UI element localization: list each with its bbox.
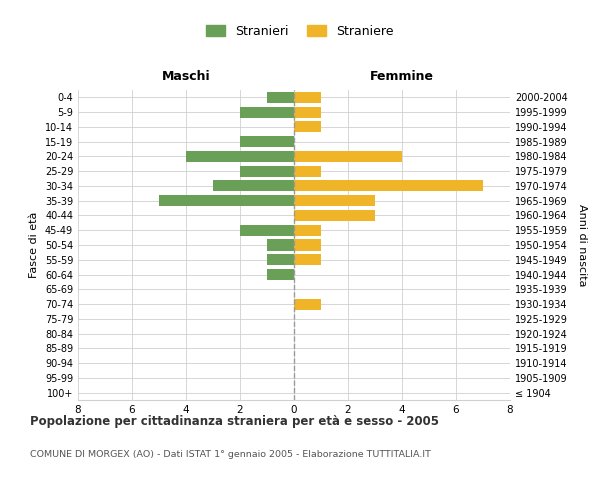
Bar	[294, 210, 375, 221]
Bar	[186, 151, 294, 162]
Bar	[240, 166, 294, 176]
Bar	[294, 166, 321, 176]
Bar	[240, 136, 294, 147]
Bar	[294, 92, 321, 103]
Bar	[294, 224, 321, 236]
Text: Femmine: Femmine	[370, 70, 434, 82]
Y-axis label: Fasce di età: Fasce di età	[29, 212, 39, 278]
Text: COMUNE DI MORGEX (AO) - Dati ISTAT 1° gennaio 2005 - Elaborazione TUTTITALIA.IT: COMUNE DI MORGEX (AO) - Dati ISTAT 1° ge…	[30, 450, 431, 459]
Bar	[213, 180, 294, 192]
Bar	[294, 122, 321, 132]
Bar	[267, 269, 294, 280]
Bar	[294, 254, 321, 266]
Bar	[240, 106, 294, 118]
Bar	[267, 240, 294, 250]
Legend: Stranieri, Straniere: Stranieri, Straniere	[203, 21, 397, 42]
Text: Popolazione per cittadinanza straniera per età e sesso - 2005: Popolazione per cittadinanza straniera p…	[30, 415, 439, 428]
Bar	[240, 224, 294, 236]
Bar	[294, 106, 321, 118]
Y-axis label: Anni di nascita: Anni di nascita	[577, 204, 587, 286]
Bar	[159, 195, 294, 206]
Bar	[294, 240, 321, 250]
Bar	[294, 195, 375, 206]
Bar	[267, 254, 294, 266]
Text: Maschi: Maschi	[161, 70, 211, 82]
Bar	[267, 92, 294, 103]
Bar	[294, 180, 483, 192]
Bar	[294, 298, 321, 310]
Bar	[294, 151, 402, 162]
